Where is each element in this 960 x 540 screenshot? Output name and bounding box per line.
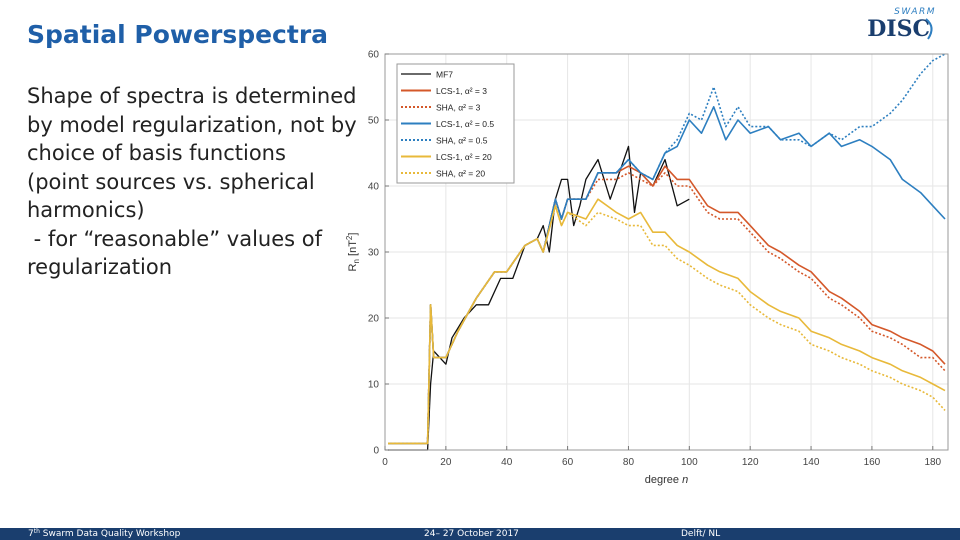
y-tick-label: 60 xyxy=(368,50,380,61)
legend-label-alpha: α² = 20 xyxy=(465,152,492,162)
legend-label-alpha: α² = 3 xyxy=(458,103,480,113)
legend-label-alpha: α² = 0.5 xyxy=(458,136,488,146)
body-line: by model regularization, not by xyxy=(27,112,357,137)
footer-location: Delft/ NL xyxy=(681,529,721,539)
footer-workshop: 7th Swarm Data Quality Workshop xyxy=(28,528,180,540)
y-tick-label: 0 xyxy=(373,446,379,457)
y-axis-label-part: R xyxy=(347,263,359,271)
y-tick-label: 50 xyxy=(368,116,380,127)
x-tick-label: 20 xyxy=(440,457,452,468)
footer-bar: 7th Swarm Data Quality Workshop 24– 27 O… xyxy=(0,528,960,540)
body-line: Shape of spectra is determined xyxy=(27,84,357,108)
legend-label-main: SHA, xyxy=(436,136,458,146)
y-axis-label-part: n xyxy=(352,259,361,263)
footer-dates: 24– 27 October 2017 xyxy=(424,529,519,539)
legend-label: LCS-1, α² = 20 xyxy=(436,152,492,162)
legend-label: MF7 xyxy=(436,70,453,80)
x-tick-label: 160 xyxy=(864,457,881,468)
legend-label-alpha: α² = 0.5 xyxy=(465,119,495,129)
x-axis-label-text: degree xyxy=(645,474,682,486)
x-tick-label: 100 xyxy=(681,457,698,468)
legend-label-main: LCS-1, xyxy=(436,119,465,129)
footer-workshop-sup: th xyxy=(33,528,40,535)
x-tick-label: 120 xyxy=(742,457,759,468)
body-line: regularization xyxy=(27,255,173,279)
legend-label-main: SHA, xyxy=(436,169,458,179)
logo-main-text: DISC xyxy=(867,16,930,42)
legend-label-alpha: α² = 20 xyxy=(458,169,485,179)
legend-label: SHA, α² = 3 xyxy=(436,103,481,113)
legend-label-main: SHA, xyxy=(436,103,458,113)
legend-label-main: LCS-1, xyxy=(436,86,465,96)
slide-body-text: Shape of spectra is determined by model … xyxy=(27,82,367,282)
legend-label-alpha: α² = 3 xyxy=(465,86,487,96)
y-axis-label-part: [nT xyxy=(347,240,359,259)
body-line: harmonics) xyxy=(27,198,145,222)
y-axis-label: Rn [nT2] xyxy=(345,233,361,272)
y-tick-label: 30 xyxy=(368,248,380,259)
x-tick-label: 40 xyxy=(501,457,513,468)
swarm-disc-logo: SWARM DISC xyxy=(858,7,938,42)
x-tick-label: 60 xyxy=(562,457,574,468)
logo-swoosh-icon xyxy=(925,18,933,40)
body-line: - for “reasonable” values of xyxy=(27,226,322,251)
x-tick-label: 0 xyxy=(382,457,388,468)
legend-label: LCS-1, α² = 3 xyxy=(436,86,487,96)
y-tick-label: 40 xyxy=(368,182,380,193)
x-tick-label: 140 xyxy=(803,457,820,468)
series-line xyxy=(388,198,946,445)
y-axis-label-part: ] xyxy=(347,233,359,236)
x-tick-label: 80 xyxy=(623,457,635,468)
x-axis-label: degree n xyxy=(645,474,688,486)
footer-workshop-num: 7 xyxy=(28,529,34,539)
legend-label: SHA, α² = 20 xyxy=(436,169,485,179)
x-axis-label-var: n xyxy=(682,474,688,486)
legend-label: LCS-1, α² = 0.5 xyxy=(436,119,494,129)
footer-workshop-rest: Swarm Data Quality Workshop xyxy=(39,529,181,539)
slide-title: Spatial Powerspectra xyxy=(27,20,329,49)
series-line xyxy=(388,145,690,451)
y-axis-label-part: 2 xyxy=(345,235,354,240)
x-tick-label: 180 xyxy=(924,457,941,468)
y-tick-label: 20 xyxy=(368,314,380,325)
legend-label: SHA, α² = 0.5 xyxy=(436,136,488,146)
y-tick-label: 10 xyxy=(368,380,380,391)
body-line: (point sources vs. spherical xyxy=(27,169,315,194)
body-line: choice of basis functions xyxy=(27,141,286,165)
legend-label-main: MF7 xyxy=(436,70,453,80)
logo-top-text: SWARM xyxy=(894,7,936,17)
legend-label-main: LCS-1, xyxy=(436,152,465,162)
